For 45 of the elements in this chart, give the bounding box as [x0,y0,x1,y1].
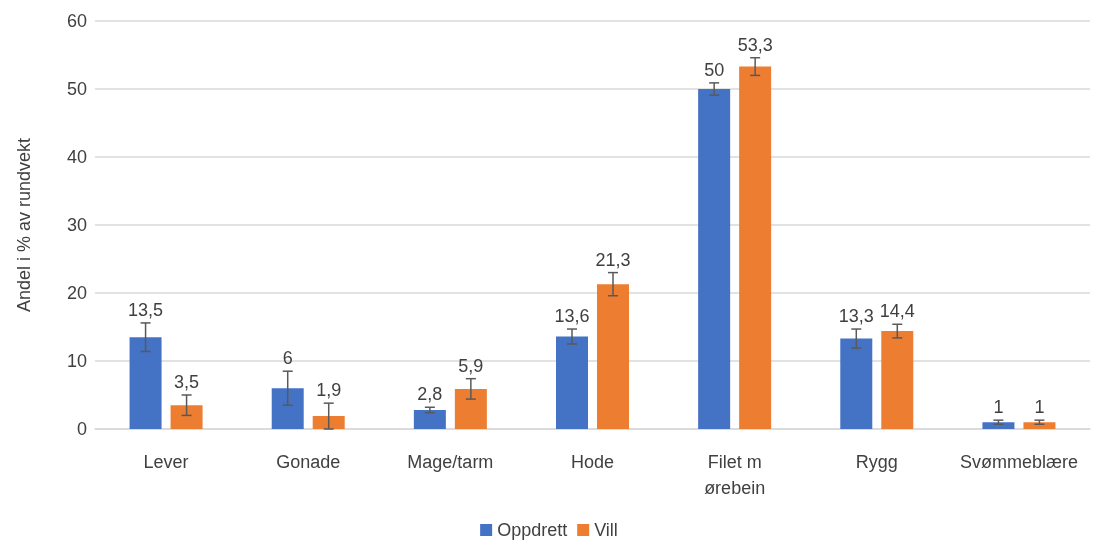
data-label: 53,3 [737,34,773,55]
data-label: 14,4 [879,301,915,322]
data-label: 2,8 [417,384,443,405]
y-tick-label: 30 [66,215,87,235]
x-tick-label: Filet m ørebein [704,452,766,498]
y-axis-title: Andel i % av rundvekt [14,137,34,313]
y-tick-label: 10 [66,351,87,371]
data-label: 1 [993,397,1004,418]
bar [982,422,1015,429]
bar [413,409,446,429]
legend-label: Oppdrett [497,520,568,540]
data-label: 6 [282,348,293,369]
data-label: 13,5 [128,299,164,320]
legend-label: Vill [594,520,618,540]
y-tick-label: 40 [66,147,87,167]
x-tick-label: Hode [570,452,615,472]
bar [454,388,487,429]
x-tick-label: Gonade [276,452,341,472]
data-label: 21,3 [595,249,631,270]
data-label: 13,3 [838,306,874,327]
bar [170,405,203,429]
data-label: 5,9 [458,355,484,376]
bar [271,388,304,429]
data-label: 1 [1034,397,1045,418]
y-tick-label: 0 [76,419,87,439]
bar [739,66,772,429]
bar [129,337,162,429]
data-label: 1,9 [316,380,342,401]
y-tick-label: 20 [66,283,87,303]
data-label: 3,5 [174,372,200,392]
bar [698,89,731,429]
x-tick-label: Lever [143,452,189,472]
bar [881,331,914,429]
data-label: 50 [704,59,725,80]
data-label: 13,6 [554,306,590,327]
x-tick-label: Svømmeblære [959,452,1078,472]
bar [556,336,588,429]
y-tick-label: 50 [66,79,87,99]
x-tick-label: Mage/tarm [407,452,494,472]
bar [312,416,345,429]
x-tick-label: Rygg [855,452,898,472]
y-tick-label: 60 [66,11,87,31]
bar [1023,422,1056,429]
bar [840,338,873,429]
bar [597,284,629,429]
